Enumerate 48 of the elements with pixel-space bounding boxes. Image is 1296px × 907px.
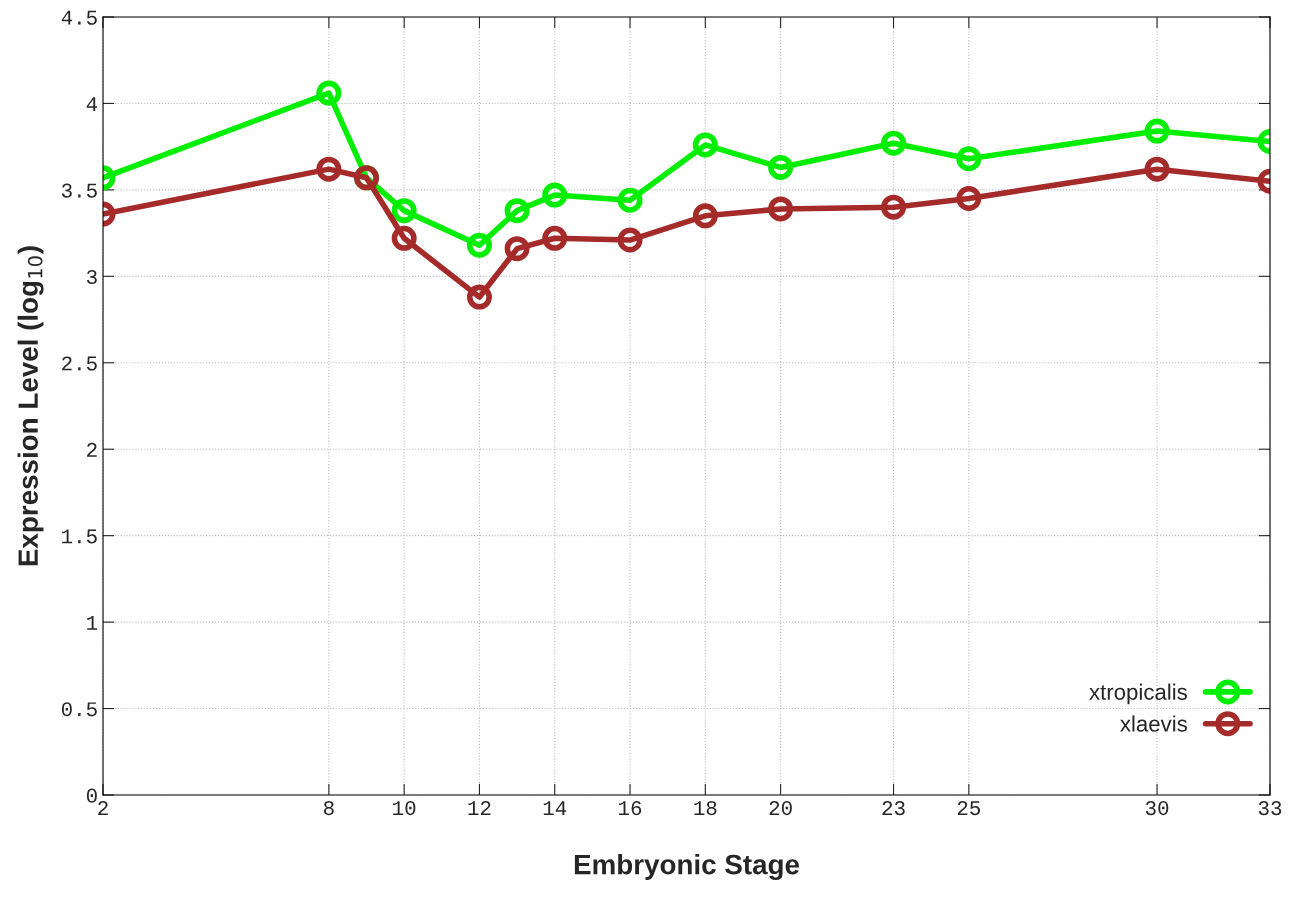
x-tick-label: 16 <box>619 801 642 816</box>
x-tick-label: 30 <box>1145 801 1169 816</box>
legend-label: xtropicalis <box>1089 683 1187 705</box>
y-tick-label: 3.5 <box>61 183 97 198</box>
point <box>391 198 417 224</box>
x-tick-label: 25 <box>957 801 981 816</box>
y-tick-label: 1 <box>87 615 98 630</box>
x-tick-label: 10 <box>393 801 416 816</box>
point <box>881 130 907 156</box>
point <box>956 146 982 172</box>
point <box>1144 156 1170 182</box>
y-tick-label: 0.5 <box>61 702 97 717</box>
point <box>1144 118 1170 144</box>
x-tick-label: 14 <box>543 801 567 815</box>
x-tick-label: 20 <box>769 801 792 816</box>
point <box>881 194 907 220</box>
x-axis-title: Embryonic Stage <box>574 854 800 881</box>
x-tick-label: 8 <box>323 801 334 816</box>
x-tick-label: 18 <box>694 801 717 816</box>
y-tick-label: 1.5 <box>62 529 97 544</box>
point <box>466 284 492 310</box>
y-tick-label: 2 <box>87 442 97 457</box>
point <box>466 232 492 258</box>
point <box>542 182 568 208</box>
x-tick-label: 12 <box>468 801 491 815</box>
y-tick-label: 3 <box>86 269 97 285</box>
point <box>692 203 718 229</box>
point <box>504 236 530 262</box>
y-tick-label: 0 <box>86 788 97 803</box>
point <box>768 196 794 222</box>
x-tick-label: 2 <box>98 801 108 815</box>
y-tick-label: 2.5 <box>62 356 97 371</box>
x-tick-label: 23 <box>882 801 905 816</box>
y-tick-label: 4.5 <box>61 10 97 25</box>
point <box>617 187 643 213</box>
point <box>956 186 982 212</box>
point <box>316 156 342 182</box>
point <box>692 132 718 158</box>
legend-label: xlaevis <box>1120 715 1187 732</box>
point <box>542 225 568 251</box>
y-tick-label: 4 <box>86 97 98 111</box>
point <box>504 198 530 224</box>
point <box>391 225 417 251</box>
point <box>617 227 643 253</box>
point <box>768 154 794 180</box>
point <box>316 80 342 106</box>
x-tick-label: 33 <box>1258 801 1282 816</box>
y-axis-title: Expression Level (log$_{10}$) <box>17 246 44 566</box>
